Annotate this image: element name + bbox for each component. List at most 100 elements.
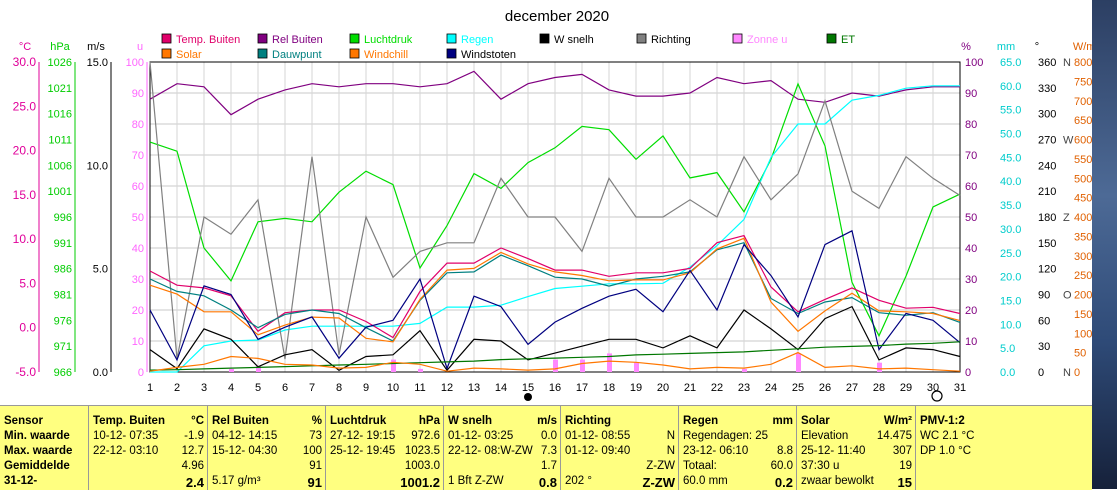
compass-label: O bbox=[1063, 290, 1072, 302]
x-tick-label: 28 bbox=[873, 382, 885, 394]
legend-swatch bbox=[732, 33, 743, 44]
legend-swatch bbox=[161, 33, 172, 44]
column-unit: % bbox=[311, 415, 322, 427]
axis-tick-humidity: 60 bbox=[965, 181, 977, 193]
axis-tick-uv: 100 bbox=[126, 57, 144, 69]
row-label-avg: Gemiddelde bbox=[4, 460, 70, 472]
table-cell-label: 202 ° bbox=[565, 475, 592, 487]
chart-legend: Temp. Buiten Rel Buiten Luchtdruk Regen W sn… bbox=[161, 33, 855, 61]
table-cell-value: 1023.5 bbox=[404, 445, 440, 457]
table-cell-label: 04-12- 14:15 bbox=[212, 430, 278, 442]
legend-swatch bbox=[349, 48, 360, 59]
table-cell-value: 307 bbox=[892, 445, 912, 457]
table-cell-label: 15-12- 04:30 bbox=[212, 445, 278, 457]
axis-tick-rain: 65.0 bbox=[1000, 57, 1021, 69]
axis-tick-solar: 50 bbox=[1074, 348, 1086, 360]
series-line-temp-buiten bbox=[149, 234, 961, 339]
table-column-regen: Regen mm Regendagen: 25 23-12- 06:10 8.8 Tota… bbox=[678, 406, 797, 490]
column-unit: W/m² bbox=[883, 415, 912, 427]
axis-tick-pressure: 1021 bbox=[48, 83, 72, 95]
series-line-et bbox=[149, 341, 961, 371]
legend-swatch bbox=[257, 33, 268, 44]
x-tick-label: 12 bbox=[441, 382, 453, 394]
zonne-uren-bar bbox=[742, 368, 747, 372]
legend-label: Solar bbox=[176, 49, 202, 61]
legend-label: Luchtdruk bbox=[364, 34, 413, 46]
series-line-regen bbox=[150, 85, 960, 373]
table-cell-label: WC 2.1 °C bbox=[920, 430, 975, 442]
axis-tick-solar: 300 bbox=[1074, 251, 1092, 263]
legend-label: Regen bbox=[461, 34, 493, 46]
column-header: Luchtdruk bbox=[330, 415, 387, 427]
table-cell-value: 19 bbox=[899, 460, 912, 472]
axis-tick-pressure: 1006 bbox=[48, 160, 72, 172]
axis-tick-uv: 60 bbox=[132, 181, 144, 193]
table-cell-value: 0.8 bbox=[538, 475, 557, 490]
chart-axes: °C 30.0 25.0 20.0 15.0 10.0 5.0 0.0 -5.0 hPa 1026 1… bbox=[13, 41, 1092, 379]
table-cell-value: 0.0 bbox=[541, 430, 557, 442]
table-cell-value: 60.0 bbox=[770, 460, 793, 472]
axis-tick-wind: 15.0 bbox=[87, 57, 108, 69]
table-cell-value: N bbox=[666, 445, 675, 457]
axis-tick-humidity: 40 bbox=[965, 243, 977, 255]
legend-label: Rel Buiten bbox=[272, 34, 323, 46]
legend-swatch bbox=[257, 48, 268, 59]
axis-tick-dir: 60 bbox=[1038, 315, 1050, 327]
axis-tick-dir: 180 bbox=[1038, 212, 1056, 224]
x-tick-label: 16 bbox=[549, 382, 561, 394]
zonne-uren-bar bbox=[256, 365, 261, 372]
column-header: W snelh bbox=[448, 415, 493, 427]
axis-tick-pressure: 1001 bbox=[48, 186, 72, 198]
legend-label: Windchill bbox=[364, 49, 408, 61]
axis-tick-dir: 0 bbox=[1038, 367, 1044, 379]
axis-tick-uv: 90 bbox=[132, 88, 144, 100]
axis-tick-temp: 5.0 bbox=[19, 276, 36, 290]
table-cell-value: 100 bbox=[302, 445, 322, 457]
axis-tick-humidity: 30 bbox=[965, 274, 977, 286]
axis-tick-dir: 30 bbox=[1038, 341, 1050, 353]
x-tick-label: 4 bbox=[228, 382, 234, 394]
axis-tick-humidity: 70 bbox=[965, 150, 977, 162]
table-cell-label: 60.0 mm bbox=[683, 475, 728, 487]
axis-tick-dir: 120 bbox=[1038, 264, 1056, 276]
axis-tick-solar: 750 bbox=[1074, 76, 1092, 88]
axis-tick-solar: 800 bbox=[1074, 57, 1092, 69]
axis-label-temp: °C bbox=[19, 41, 31, 53]
table-cell-label: 01-12- 09:40 bbox=[565, 445, 631, 457]
legend-label: Windstoten bbox=[461, 49, 516, 61]
axis-tick-wind: 5.0 bbox=[93, 264, 108, 276]
axis-tick-dir: 210 bbox=[1038, 186, 1056, 198]
axis-tick-humidity: 80 bbox=[965, 119, 977, 131]
axis-tick-solar: 550 bbox=[1074, 154, 1092, 166]
axis-tick-temp: -5.0 bbox=[15, 365, 36, 379]
table-cell-value: 7.3 bbox=[541, 445, 557, 457]
axis-tick-uv: 50 bbox=[132, 212, 144, 224]
x-tick-label: 27 bbox=[846, 382, 858, 394]
column-header: Rel Buiten bbox=[212, 415, 269, 427]
axis-tick-humidity: 0 bbox=[965, 367, 971, 379]
x-tick-label: 21 bbox=[684, 382, 696, 394]
series-line-luchtdruk bbox=[149, 82, 961, 338]
table-cell-value: 0.2 bbox=[774, 475, 793, 490]
table-cell-value: 8.8 bbox=[777, 445, 793, 457]
zonne-uren-bar bbox=[634, 362, 639, 372]
table-cell-value: 14.475 bbox=[876, 430, 912, 442]
axis-tick-humidity: 90 bbox=[965, 88, 977, 100]
legend-label: Zonne u bbox=[747, 34, 787, 46]
legend-swatch bbox=[349, 33, 360, 44]
table-cell-value: 1001.2 bbox=[400, 475, 440, 490]
column-header: Richting bbox=[565, 415, 611, 427]
column-header: Temp. Buiten bbox=[93, 415, 165, 427]
axis-tick-solar: 450 bbox=[1074, 193, 1092, 205]
axis-tick-rain: 5.0 bbox=[1000, 343, 1015, 355]
table-cell-value: 91 bbox=[309, 460, 322, 472]
axis-tick-humidity: 20 bbox=[965, 305, 977, 317]
axis-tick-solar: 500 bbox=[1074, 173, 1092, 185]
table-cell-label: 23-12- 06:10 bbox=[683, 445, 749, 457]
x-tick-label: 10 bbox=[387, 382, 399, 394]
weather-chart: december 2020 °C30.025.020.015.010.05.00… bbox=[13, 8, 1092, 402]
axis-tick-rain: 40.0 bbox=[1000, 176, 1021, 188]
compass-label: Z bbox=[1063, 212, 1070, 224]
table-cell-value: N bbox=[666, 430, 675, 442]
table-cell-label: 10-12- 07:35 bbox=[93, 430, 159, 442]
